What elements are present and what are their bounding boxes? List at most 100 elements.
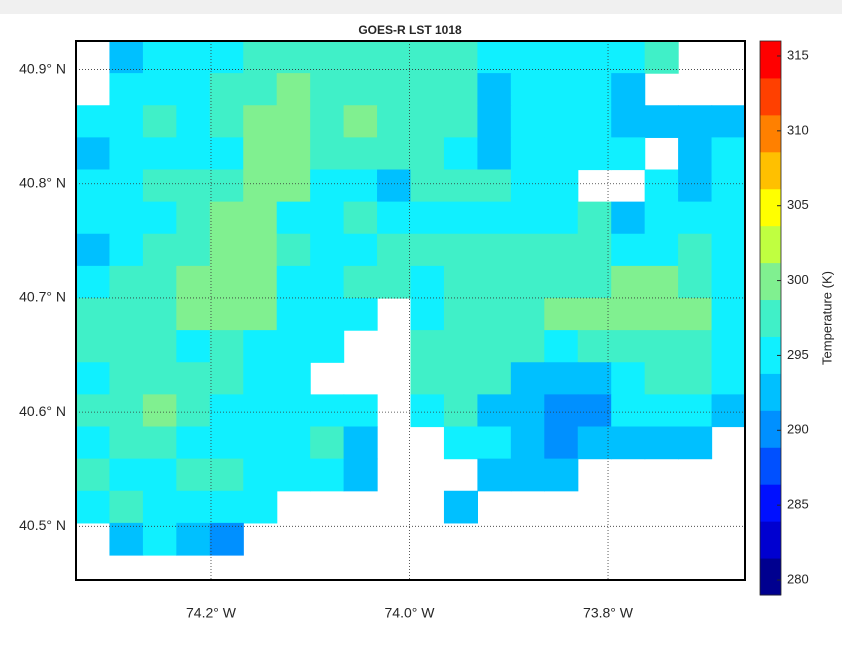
cell [377, 41, 411, 74]
cell [645, 298, 679, 331]
cell [176, 266, 210, 299]
cell [277, 137, 311, 170]
cell [611, 298, 645, 331]
cell [444, 266, 478, 299]
cell [611, 137, 645, 170]
cell [444, 491, 478, 524]
cell [544, 73, 578, 106]
cell [109, 170, 143, 203]
cell [678, 234, 712, 267]
cell [344, 202, 378, 235]
cell [578, 41, 612, 74]
cell [143, 362, 177, 395]
cell [109, 202, 143, 235]
cell [511, 459, 545, 492]
cell [377, 170, 411, 203]
cell [109, 266, 143, 299]
cell [176, 298, 210, 331]
cell [243, 362, 277, 395]
cell [210, 491, 244, 524]
cell [143, 170, 177, 203]
cell [511, 105, 545, 138]
cell [544, 137, 578, 170]
cell [344, 73, 378, 106]
cell [411, 330, 445, 363]
colorbar-band [760, 115, 781, 152]
cell [444, 73, 478, 106]
cell [444, 362, 478, 395]
cell [511, 394, 545, 427]
cell [243, 459, 277, 492]
cell [210, 362, 244, 395]
cell [277, 459, 311, 492]
cell [477, 459, 511, 492]
cell [645, 170, 679, 203]
cell [277, 73, 311, 106]
cell [611, 394, 645, 427]
cell [344, 427, 378, 460]
cell [243, 137, 277, 170]
cell [477, 73, 511, 106]
cell [511, 330, 545, 363]
cell [176, 41, 210, 74]
cell [243, 170, 277, 203]
cell [344, 459, 378, 492]
cell [578, 137, 612, 170]
cell [477, 298, 511, 331]
cell [210, 234, 244, 267]
cell [243, 330, 277, 363]
cell [243, 202, 277, 235]
x-tick-label: 74.2° W [186, 605, 237, 621]
cell [444, 170, 478, 203]
cell [611, 427, 645, 460]
cell [310, 202, 344, 235]
cell [76, 266, 110, 299]
cell [143, 298, 177, 331]
cell [277, 234, 311, 267]
cell [109, 73, 143, 106]
cell [109, 298, 143, 331]
cell [511, 202, 545, 235]
cell [310, 266, 344, 299]
cell [411, 170, 445, 203]
cell [477, 330, 511, 363]
cell [712, 234, 746, 267]
cell [277, 330, 311, 363]
cell [176, 105, 210, 138]
cell [477, 170, 511, 203]
cell [76, 427, 110, 460]
colorbar-band [760, 263, 781, 300]
cell [645, 41, 679, 74]
cell [344, 266, 378, 299]
cell [76, 491, 110, 524]
cell [477, 427, 511, 460]
cell [210, 427, 244, 460]
cell [76, 105, 110, 138]
colorbar-band [760, 41, 781, 78]
cell [143, 266, 177, 299]
cell [678, 137, 712, 170]
cell [544, 298, 578, 331]
cell [310, 459, 344, 492]
cell [76, 170, 110, 203]
cell [578, 362, 612, 395]
cell [76, 459, 110, 492]
cell [109, 394, 143, 427]
cell [143, 234, 177, 267]
cell [344, 105, 378, 138]
cell [109, 330, 143, 363]
cell [143, 202, 177, 235]
cell [310, 234, 344, 267]
cell [544, 170, 578, 203]
cell [310, 330, 344, 363]
cell [611, 73, 645, 106]
cell [377, 266, 411, 299]
cell [243, 234, 277, 267]
colorbar-band [760, 78, 781, 115]
cell [678, 427, 712, 460]
cell [210, 523, 244, 556]
cell [109, 105, 143, 138]
cell [645, 330, 679, 363]
cell [578, 330, 612, 363]
cell [277, 298, 311, 331]
